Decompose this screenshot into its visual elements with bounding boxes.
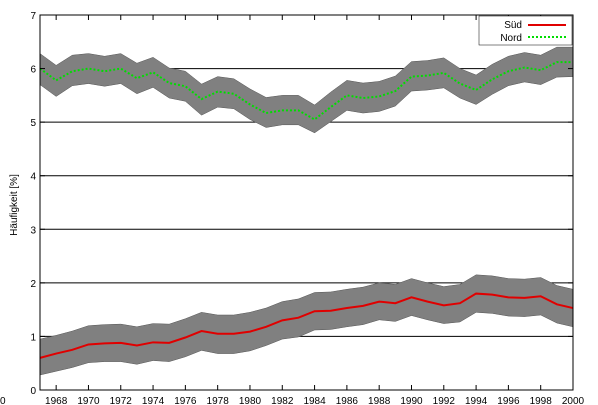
tick-layer: 0 1 2 3 4 5 6 7 1968 1970 1972 1974 1976 1978 1980 1982… bbox=[30, 11, 584, 405]
x-tick-label: 1974 bbox=[142, 396, 165, 405]
x-tick-label: 1996 bbox=[497, 396, 520, 405]
x-tick-label: 1978 bbox=[207, 396, 230, 405]
legend: Süd Nord bbox=[478, 15, 573, 46]
x-tick-label: 2000 bbox=[562, 396, 585, 405]
x-tick-label: 1990 bbox=[400, 396, 423, 405]
y-tick-label: 5 bbox=[30, 118, 36, 129]
x-tick-label: 1984 bbox=[303, 396, 326, 405]
corner-label: 0 bbox=[0, 396, 6, 405]
x-tick-label: 1982 bbox=[271, 396, 294, 405]
x-tick-label: 1970 bbox=[77, 396, 100, 405]
y-tick-label: 4 bbox=[30, 172, 36, 183]
x-tick-label: 1988 bbox=[368, 396, 391, 405]
legend-box bbox=[478, 15, 573, 46]
y-axis-label: Häufigkeit [%] bbox=[9, 174, 20, 236]
line-layer bbox=[39, 61, 574, 359]
x-tick-label: 1992 bbox=[433, 396, 456, 405]
uncertainty-band-1 bbox=[39, 46, 574, 134]
band-layer bbox=[39, 46, 574, 376]
x-tick-label: 1986 bbox=[336, 396, 359, 405]
legend-label-nord: Nord bbox=[500, 33, 522, 44]
plot-frame bbox=[39, 14, 574, 391]
x-tick-label: 1968 bbox=[45, 396, 68, 405]
x-tick-label: 1976 bbox=[174, 396, 197, 405]
y-tick-label: 7 bbox=[30, 11, 36, 22]
y-tick-label: 1 bbox=[30, 332, 36, 343]
series-line-1 bbox=[39, 61, 573, 121]
x-tick-label: 1994 bbox=[465, 396, 488, 405]
y-tick-label: 0 bbox=[30, 386, 36, 397]
uncertainty-band-0 bbox=[39, 274, 574, 376]
x-tick-label: 1980 bbox=[239, 396, 262, 405]
x-tick-label: 1998 bbox=[530, 396, 553, 405]
y-tick-label: 6 bbox=[30, 65, 36, 76]
y-tick-label: 3 bbox=[30, 225, 36, 236]
y-tick-label: 2 bbox=[30, 279, 36, 290]
series-line-0 bbox=[39, 292, 574, 359]
x-tick-label: 1972 bbox=[110, 396, 133, 405]
legend-label-sued: Süd bbox=[504, 20, 522, 31]
